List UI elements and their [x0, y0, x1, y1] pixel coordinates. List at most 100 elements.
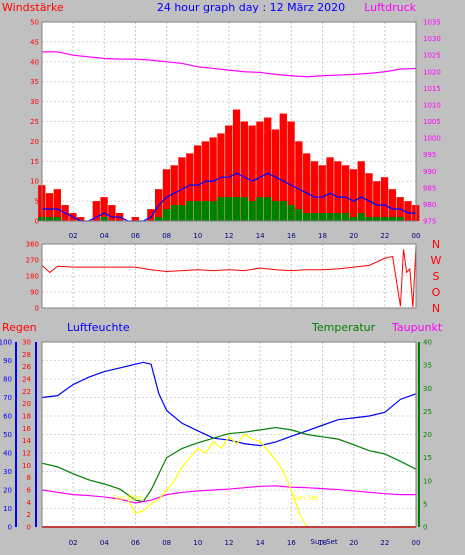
wind-bar-s0	[365, 173, 373, 221]
wind-left-ticks: 0 5 10 15 20 25 30 35 40 45 50	[30, 19, 39, 226]
rain-tick-label: 2	[27, 511, 31, 519]
direction-left-ticks: 0 90 180 270 360	[26, 241, 39, 313]
humidity-tick-label: 30	[3, 468, 12, 476]
wind-bar-s2	[225, 197, 233, 221]
rain-tick-label: 6	[27, 487, 32, 495]
wind-bar-s2	[178, 205, 186, 221]
wind-bar-s2	[100, 217, 108, 221]
wind-bar-s2	[341, 213, 350, 221]
humidity-x-tick: 10	[193, 539, 202, 547]
rain-tick-label: 30	[22, 339, 31, 347]
pressure-tick-label: 995	[423, 151, 436, 159]
wind-tick-label: 20	[30, 138, 39, 146]
wind-bar-s0	[108, 205, 116, 221]
wind-x-tick: 06	[131, 232, 140, 240]
pressure-tick-label: 1000	[423, 135, 441, 143]
wind-bar-s0	[162, 169, 171, 221]
wind-bar-s2	[154, 217, 163, 221]
wind-bar-s0	[45, 193, 54, 221]
temperature-tick-label: 5	[423, 500, 427, 508]
direction-compass-label: O	[432, 286, 441, 299]
wind-tick-label: 50	[30, 19, 39, 27]
direction-grid	[42, 243, 417, 309]
humidity-plot-frame	[41, 341, 417, 528]
wind-x-tick: 04	[100, 232, 109, 240]
wind-tick-label: 0	[35, 218, 39, 226]
humidity-x-tick: 12	[225, 539, 234, 547]
humidity-tick-label: 0	[8, 524, 12, 532]
direction-tick-label: 90	[30, 289, 39, 297]
rain-tick-label: 22	[22, 388, 31, 396]
wind-x-tick: 20	[349, 232, 358, 240]
wind-x-tick: 08	[162, 232, 171, 240]
wind-tick-label: 45	[30, 38, 39, 46]
wind-bar-s2	[240, 197, 248, 221]
wind-bar-s0	[271, 129, 280, 221]
temperature-tick-label: 20	[423, 431, 432, 439]
rain-tick-label: 4	[27, 499, 32, 507]
wind-bar-s2	[217, 197, 225, 221]
humidity-tick-label: 20	[3, 487, 12, 495]
humidity-tick-label: 60	[3, 413, 12, 421]
wind-bar-s2	[170, 205, 178, 221]
wind-bar-s2	[209, 201, 217, 221]
wind-bar-s2	[388, 217, 397, 221]
wind-tick-label: 30	[30, 98, 39, 106]
wind-bar-s2	[271, 201, 280, 221]
humidity-tick-label: 70	[3, 394, 12, 402]
direction-compass-label: S	[433, 270, 440, 283]
wind-bar-s0	[388, 189, 397, 221]
wind-bar-s0	[232, 109, 241, 221]
rain-tick-label: 8	[27, 474, 31, 482]
pressure-tick-label: 1035	[423, 19, 441, 27]
temperature-tick-label: 30	[423, 385, 432, 393]
pressure-tick-label: 1015	[423, 85, 441, 93]
humidity-axis-label: Luftfeuchte	[67, 321, 130, 334]
rain-tick-label: 0	[27, 524, 31, 532]
wind-bar-s2	[162, 209, 171, 221]
wind-bar-s0	[209, 137, 217, 221]
rain-tick-label: 26	[22, 363, 31, 371]
humidity-grid	[42, 341, 417, 528]
wind-bar-s2	[295, 209, 303, 221]
wind-bar-s2	[365, 217, 373, 221]
wind-tick-label: 25	[30, 118, 39, 126]
wind-bar-s2	[53, 217, 61, 221]
wind-bar-s2	[318, 213, 326, 221]
wind-bar-s2	[303, 213, 311, 221]
chart-title: 24 hour graph day : 12 März 2020	[157, 1, 345, 14]
temperature-tick-label: 0	[423, 524, 427, 532]
humidity-x-tick: 04	[100, 539, 109, 547]
humidity-x-tick: 22	[380, 539, 389, 547]
wind-bar-s2	[326, 213, 334, 221]
wind-bar-s0	[404, 201, 412, 221]
direction-compass-label: N	[432, 238, 440, 251]
wind-bar-s2	[380, 217, 389, 221]
rain-tick-label: 10	[22, 462, 31, 470]
wind-axis-label: Windstärke	[2, 1, 64, 14]
wind-bar-s0	[225, 125, 233, 221]
humidity-x-tick: 20	[349, 539, 358, 547]
wind-bar-s2	[45, 217, 54, 221]
wind-bar-s0	[131, 217, 139, 221]
temperature-axis-label: Temperatur	[311, 321, 376, 334]
direction-tick-label: 360	[26, 241, 39, 249]
sun-annotation: Sun Set	[311, 538, 338, 546]
temperature-tick-label: 15	[423, 454, 432, 462]
pressure-tick-label: 990	[423, 168, 436, 176]
wind-bar-s2	[310, 213, 319, 221]
wind-bar-s0	[100, 197, 108, 221]
pressure-axis-label: Luftdruck	[364, 1, 416, 14]
wind-bar-s0	[287, 121, 295, 221]
humidity-tick-label: 10	[3, 505, 12, 513]
wind-bar-s2	[287, 205, 295, 221]
sun-annotation: Sun Set	[292, 494, 319, 502]
pressure-tick-label: 1010	[423, 101, 441, 109]
wind-bar-s2	[349, 217, 358, 221]
wind-bar-s0	[349, 169, 358, 221]
dewpoint-axis-label: Taupunkt	[391, 321, 443, 334]
rain-tick-label: 28	[22, 351, 31, 359]
pressure-tick-label: 1020	[423, 68, 441, 76]
wind-bar-s0	[77, 217, 85, 221]
